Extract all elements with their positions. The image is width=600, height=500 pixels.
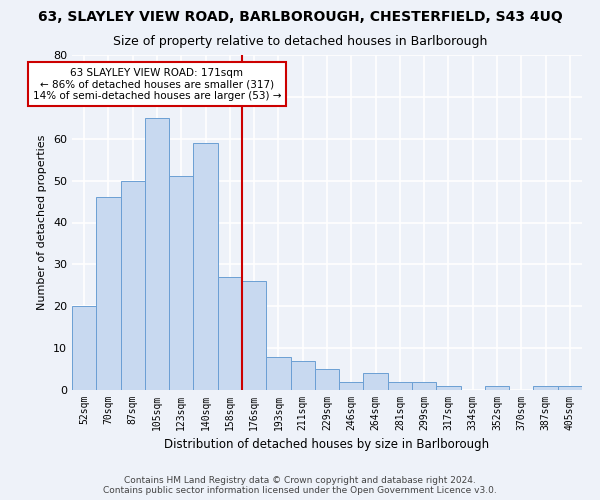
Y-axis label: Number of detached properties: Number of detached properties bbox=[37, 135, 47, 310]
Bar bbox=[315, 369, 339, 390]
Bar bbox=[436, 386, 461, 390]
Bar bbox=[339, 382, 364, 390]
Bar bbox=[193, 143, 218, 390]
Text: Contains HM Land Registry data © Crown copyright and database right 2024.
Contai: Contains HM Land Registry data © Crown c… bbox=[103, 476, 497, 495]
Bar bbox=[121, 180, 145, 390]
Bar bbox=[558, 386, 582, 390]
X-axis label: Distribution of detached houses by size in Barlborough: Distribution of detached houses by size … bbox=[164, 438, 490, 452]
Text: 63 SLAYLEY VIEW ROAD: 171sqm
← 86% of detached houses are smaller (317)
14% of s: 63 SLAYLEY VIEW ROAD: 171sqm ← 86% of de… bbox=[33, 68, 281, 101]
Bar bbox=[145, 118, 169, 390]
Bar bbox=[242, 281, 266, 390]
Bar bbox=[266, 356, 290, 390]
Bar bbox=[218, 277, 242, 390]
Bar bbox=[96, 198, 121, 390]
Text: 63, SLAYLEY VIEW ROAD, BARLBOROUGH, CHESTERFIELD, S43 4UQ: 63, SLAYLEY VIEW ROAD, BARLBOROUGH, CHES… bbox=[38, 10, 562, 24]
Bar bbox=[388, 382, 412, 390]
Bar bbox=[364, 373, 388, 390]
Bar bbox=[72, 306, 96, 390]
Bar bbox=[169, 176, 193, 390]
Text: Size of property relative to detached houses in Barlborough: Size of property relative to detached ho… bbox=[113, 35, 487, 48]
Bar bbox=[485, 386, 509, 390]
Bar bbox=[412, 382, 436, 390]
Bar bbox=[290, 360, 315, 390]
Bar bbox=[533, 386, 558, 390]
